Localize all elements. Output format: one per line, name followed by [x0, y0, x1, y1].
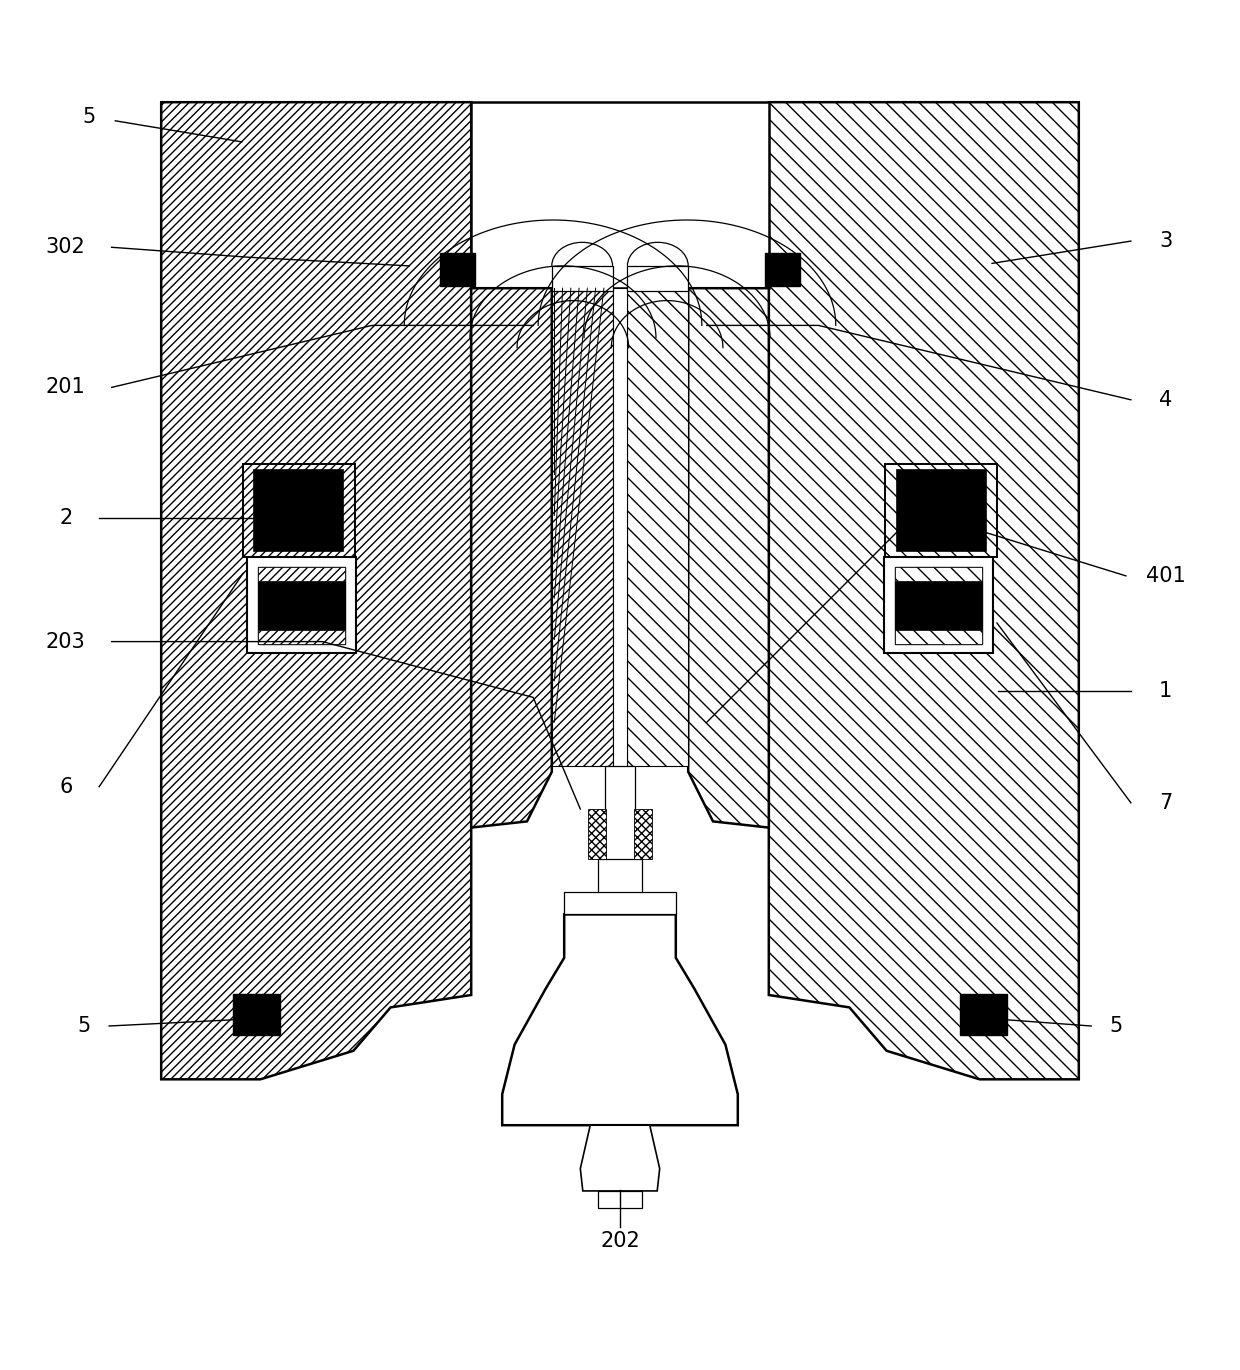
Bar — [895, 567, 982, 644]
Polygon shape — [552, 288, 613, 766]
Bar — [613, 288, 627, 822]
Bar — [254, 470, 343, 551]
Polygon shape — [471, 288, 552, 827]
Bar — [960, 993, 1007, 1034]
Polygon shape — [598, 1191, 642, 1208]
Bar — [258, 567, 345, 644]
Text: 203: 203 — [46, 632, 86, 652]
Text: 6: 6 — [60, 777, 72, 797]
Text: 2: 2 — [60, 508, 72, 527]
Bar — [885, 464, 997, 558]
Text: 201: 201 — [46, 377, 86, 397]
Bar — [588, 810, 606, 859]
Text: 202: 202 — [600, 1230, 640, 1251]
Bar — [598, 859, 642, 896]
Text: 401: 401 — [1146, 566, 1185, 586]
Polygon shape — [627, 288, 688, 766]
Text: 7: 7 — [1159, 793, 1172, 812]
Text: 5: 5 — [78, 1017, 91, 1036]
Text: 1: 1 — [1159, 681, 1172, 701]
Bar — [884, 558, 993, 652]
Bar — [897, 470, 986, 551]
Bar — [258, 630, 345, 644]
Bar — [895, 630, 982, 644]
Text: 3: 3 — [1159, 232, 1172, 251]
Text: 4: 4 — [1159, 390, 1172, 410]
Bar — [552, 266, 613, 290]
Polygon shape — [769, 103, 1079, 1080]
Text: 5: 5 — [1110, 1017, 1122, 1036]
Polygon shape — [161, 103, 471, 1080]
Text: 5: 5 — [83, 107, 95, 127]
Bar — [440, 253, 475, 286]
Bar — [627, 266, 688, 290]
Bar — [258, 567, 345, 581]
Bar — [895, 567, 982, 581]
Bar — [471, 103, 769, 288]
Text: 302: 302 — [46, 237, 86, 258]
Bar — [605, 766, 635, 864]
Polygon shape — [688, 288, 769, 827]
Bar — [247, 558, 356, 652]
Polygon shape — [502, 914, 738, 1125]
Polygon shape — [580, 1125, 660, 1191]
Bar — [564, 892, 676, 914]
Bar — [243, 464, 355, 558]
Bar — [233, 993, 280, 1034]
Bar — [634, 810, 652, 859]
Bar — [765, 253, 800, 286]
